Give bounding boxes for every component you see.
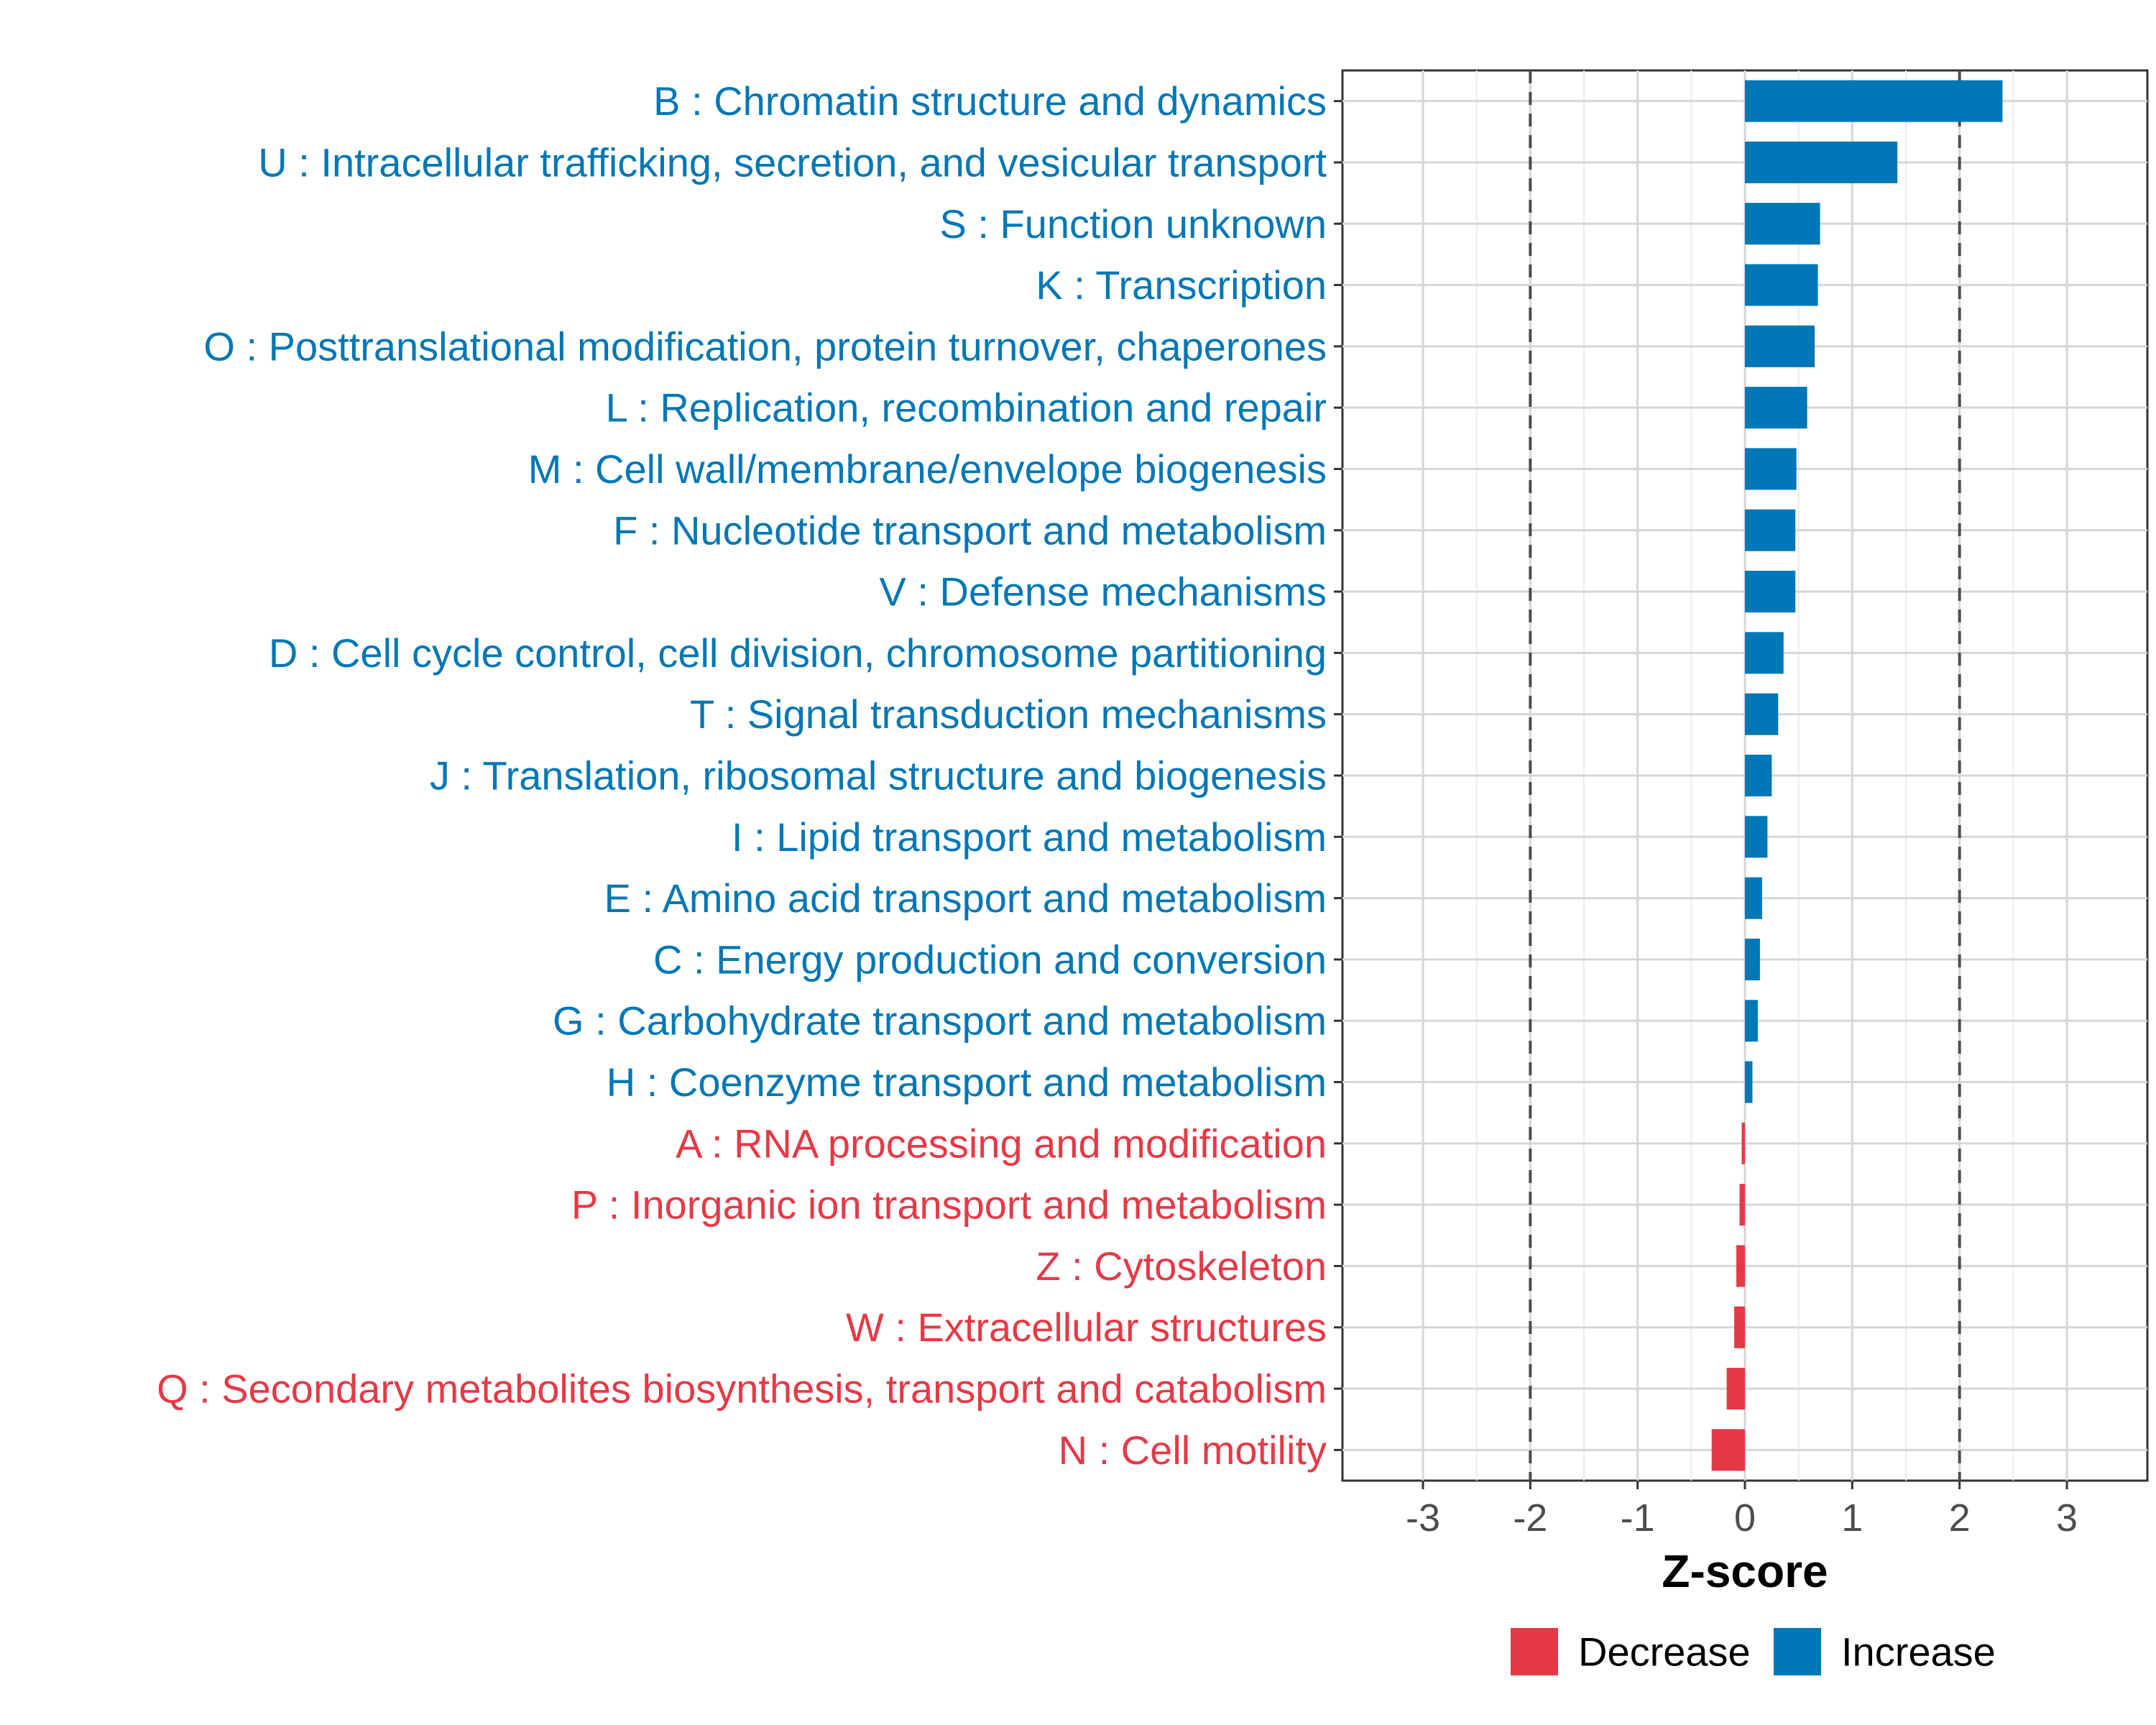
category-label: Q : Secondary metabolites biosynthesis, … — [157, 1366, 1327, 1412]
bar — [1745, 387, 1807, 429]
bar — [1726, 1368, 1745, 1410]
bar — [1745, 264, 1818, 306]
legend-key — [1774, 1628, 1821, 1675]
x-tick-label: -3 — [1406, 1496, 1440, 1540]
bar — [1745, 1000, 1758, 1042]
bar — [1734, 1306, 1745, 1348]
category-label: B : Chromatin structure and dynamics — [653, 78, 1327, 124]
x-tick-label: -1 — [1621, 1496, 1655, 1540]
category-label: N : Cell motility — [1059, 1427, 1327, 1473]
bar — [1745, 571, 1796, 613]
category-label: D : Cell cycle control, cell division, c… — [269, 630, 1327, 676]
category-label: U : Intracellular trafficking, secretion… — [258, 139, 1327, 185]
category-labels: B : Chromatin structure and dynamics U : … — [157, 78, 1327, 1473]
x-tick-label: 0 — [1734, 1496, 1756, 1540]
category-label: L : Replication, recombination and repai… — [606, 385, 1327, 431]
x-axis-ticks: -3 -2 -1 0 1 2 3 — [1406, 1481, 2078, 1540]
bar — [1736, 1245, 1745, 1287]
category-label: T : Signal transduction mechanisms — [690, 691, 1327, 737]
bar — [1745, 754, 1772, 797]
threshold-lines — [1529, 70, 1961, 1481]
bar — [1745, 325, 1815, 367]
bar — [1745, 448, 1797, 490]
x-axis-title: Z-score — [1662, 1545, 1828, 1597]
legend-label: Increase — [1841, 1629, 1996, 1675]
legend-label: Decrease — [1578, 1629, 1751, 1675]
x-tick-label: -2 — [1513, 1496, 1547, 1540]
category-label: V : Defense mechanisms — [880, 569, 1327, 615]
category-label: F : Nucleotide transport and metabolism — [613, 507, 1327, 553]
legend-key — [1511, 1628, 1558, 1675]
bar — [1745, 632, 1784, 674]
category-label: A : RNA processing and modification — [676, 1121, 1327, 1166]
category-label: Z : Cytoskeleton — [1036, 1243, 1327, 1289]
bar — [1745, 80, 2003, 122]
bars — [1711, 80, 2003, 1471]
category-label: P : Inorganic ion transport and metaboli… — [571, 1182, 1327, 1228]
category-label: M : Cell wall/membrane/envelope biogenes… — [528, 446, 1327, 492]
bar — [1745, 1061, 1753, 1103]
y-axis-ticks — [1334, 100, 1342, 1451]
bar — [1745, 141, 1898, 183]
x-tick-label: 3 — [2056, 1496, 2078, 1540]
category-label: H : Coenzyme transport and metabolism — [607, 1059, 1327, 1105]
category-label: C : Energy production and conversion — [653, 937, 1327, 982]
bar — [1741, 1122, 1745, 1164]
x-tick-label: 1 — [1841, 1496, 1863, 1540]
category-label: W : Extracellular structures — [846, 1305, 1327, 1350]
category-label: E : Amino acid transport and metabolism — [604, 875, 1327, 921]
bar — [1745, 877, 1762, 919]
bar — [1745, 203, 1820, 245]
bar — [1745, 693, 1779, 735]
bar — [1739, 1184, 1745, 1226]
bar — [1711, 1429, 1745, 1471]
category-label: S : Function unknown — [939, 201, 1327, 247]
bar — [1745, 938, 1760, 980]
category-label: O : Posttranslational modification, prot… — [203, 323, 1327, 369]
category-label: G : Carbohydrate transport and metabolis… — [553, 998, 1327, 1044]
legend: Decrease Increase — [1511, 1628, 1996, 1675]
x-tick-label: 2 — [1949, 1496, 1971, 1540]
category-label: I : Lipid transport and metabolism — [732, 814, 1327, 860]
category-label: K : Transcription — [1036, 262, 1327, 308]
bar — [1745, 509, 1796, 551]
bar — [1745, 816, 1768, 858]
category-label: J : Translation, ribosomal structure and… — [430, 753, 1327, 799]
